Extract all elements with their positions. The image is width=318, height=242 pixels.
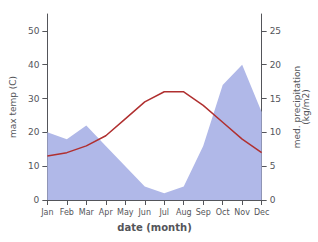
svg-text:Nov: Nov (234, 208, 250, 217)
svg-text:40: 40 (28, 60, 40, 70)
svg-text:med. precipitation: med. precipitation (291, 65, 302, 149)
svg-text:Aug: Aug (176, 208, 192, 217)
svg-text:Mar: Mar (79, 208, 95, 217)
svg-text:Sep: Sep (196, 208, 211, 217)
svg-text:(kg/m2): (kg/m2) (301, 89, 311, 124)
svg-text:30: 30 (28, 94, 40, 104)
svg-text:Dec: Dec (254, 208, 269, 217)
svg-text:Jul: Jul (158, 208, 169, 217)
svg-text:50: 50 (28, 26, 40, 36)
svg-text:Oct: Oct (216, 208, 230, 217)
svg-text:Jan: Jan (40, 208, 53, 217)
svg-text:May: May (117, 208, 134, 217)
svg-text:10: 10 (28, 161, 40, 171)
svg-text:5: 5 (270, 161, 276, 171)
svg-text:date (month): date (month) (117, 222, 191, 233)
svg-text:Jun: Jun (138, 208, 152, 217)
svg-text:25: 25 (270, 26, 281, 36)
svg-text:0: 0 (34, 195, 40, 205)
svg-text:20: 20 (28, 127, 40, 137)
svg-text:Apr: Apr (99, 208, 114, 217)
svg-text:max temp (C): max temp (C) (8, 76, 18, 138)
svg-text:10: 10 (270, 127, 282, 137)
svg-text:0: 0 (270, 195, 276, 205)
svg-text:20: 20 (270, 60, 282, 70)
svg-text:15: 15 (270, 94, 281, 104)
svg-text:Feb: Feb (60, 208, 74, 217)
